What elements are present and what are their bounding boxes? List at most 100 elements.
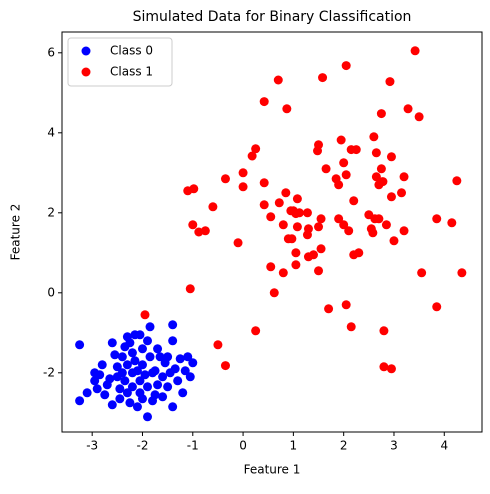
point	[140, 310, 150, 320]
point	[274, 198, 284, 208]
point	[188, 358, 198, 368]
point	[417, 268, 427, 278]
point	[371, 172, 381, 182]
point	[220, 174, 230, 184]
point	[303, 252, 313, 262]
point	[150, 390, 160, 400]
point	[200, 226, 210, 236]
point	[314, 266, 324, 276]
point	[432, 214, 442, 224]
point	[286, 206, 296, 216]
point	[208, 202, 218, 212]
point	[410, 46, 420, 56]
x-tick-label: 4	[440, 439, 448, 453]
x-tick-label: -1	[187, 439, 199, 453]
point	[314, 222, 324, 232]
point	[163, 352, 173, 362]
point	[158, 372, 168, 382]
x-tick-label: 1	[290, 439, 298, 453]
y-tick-label: -2	[43, 365, 55, 379]
point	[183, 352, 193, 362]
point	[339, 220, 349, 230]
point	[132, 366, 142, 376]
point	[82, 388, 92, 398]
x-tick-label: 2	[340, 439, 348, 453]
point	[100, 390, 110, 400]
point	[324, 304, 334, 314]
point	[137, 394, 147, 404]
point	[153, 380, 163, 390]
point	[379, 326, 389, 336]
point	[168, 320, 178, 330]
point	[292, 194, 302, 204]
point	[316, 214, 326, 224]
point	[251, 326, 261, 336]
point	[266, 212, 276, 222]
point	[145, 352, 155, 362]
point	[414, 112, 424, 122]
point	[127, 382, 137, 392]
point	[105, 374, 115, 384]
point	[145, 322, 155, 332]
point	[251, 144, 261, 154]
y-tick-label: 2	[47, 205, 55, 219]
point	[302, 230, 312, 240]
point	[132, 402, 142, 412]
point	[346, 322, 356, 332]
point	[213, 340, 223, 350]
y-tick-label: 6	[47, 45, 55, 59]
point	[95, 370, 105, 380]
x-tick-label: 3	[390, 439, 398, 453]
legend-box	[67, 37, 173, 87]
point	[117, 368, 127, 378]
x-tick-label: -3	[86, 439, 98, 453]
point	[170, 364, 180, 374]
point	[92, 384, 102, 394]
point	[291, 260, 301, 270]
point	[374, 214, 384, 224]
point	[150, 366, 160, 376]
point	[331, 174, 341, 184]
y-tick-label: 0	[47, 285, 55, 299]
point	[336, 135, 346, 145]
point	[110, 350, 120, 360]
point	[238, 182, 248, 192]
point	[291, 248, 301, 258]
point	[457, 268, 467, 278]
point	[292, 222, 302, 232]
point	[90, 376, 100, 386]
point	[185, 284, 195, 294]
legend-label: Class 0	[110, 44, 153, 58]
point	[266, 262, 276, 272]
point	[378, 177, 388, 187]
point	[115, 394, 125, 404]
point	[107, 400, 117, 410]
x-tick-label: -2	[136, 439, 148, 453]
point	[168, 402, 178, 412]
legend-label: Class 1	[110, 65, 153, 79]
point	[153, 344, 163, 354]
point	[135, 330, 145, 340]
point	[386, 152, 396, 162]
point	[399, 226, 409, 236]
point	[369, 132, 379, 142]
point	[137, 360, 147, 370]
point	[349, 196, 359, 206]
chart-title: Simulated Data for Binary Classification	[133, 9, 412, 25]
point	[158, 392, 168, 402]
x-axis-label: Feature 1	[244, 463, 301, 477]
point	[334, 214, 344, 224]
point	[143, 382, 153, 392]
point	[397, 188, 407, 198]
point	[287, 234, 297, 244]
point	[75, 396, 85, 406]
point	[112, 362, 122, 372]
point	[188, 220, 198, 230]
point	[385, 77, 395, 87]
legend-marker	[81, 67, 91, 77]
point	[130, 356, 140, 366]
point	[282, 104, 292, 114]
point	[399, 172, 409, 182]
point	[180, 366, 190, 376]
